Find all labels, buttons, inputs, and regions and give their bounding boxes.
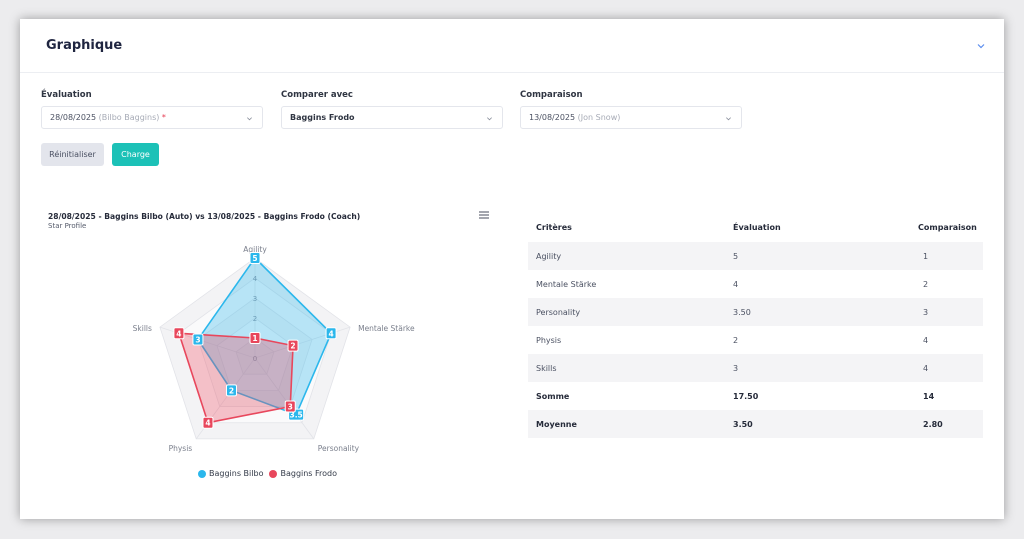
table-row: Physis 2 4 <box>528 326 983 354</box>
table-cell: Moyenne <box>536 420 577 429</box>
series-area <box>177 332 294 424</box>
chart-subtitle: Star Profile <box>48 222 87 230</box>
scale-tick-label: 3 <box>253 295 257 303</box>
criteria-table: Critères Évaluation Comparaison Agility … <box>528 213 983 438</box>
data-label-badge <box>202 416 214 429</box>
card-header: Graphique <box>20 19 1004 73</box>
data-label: 3.5 <box>289 411 302 420</box>
table-sum-row: Somme 17.50 14 <box>528 382 983 410</box>
table-cell: 4 <box>923 364 929 373</box>
table-row: Personality 3.50 3 <box>528 298 983 326</box>
table-cell: 2 <box>733 336 739 345</box>
data-label: 3 <box>195 335 200 344</box>
scale-tick-label: 0 <box>253 355 257 363</box>
table-cell: 1 <box>923 252 929 261</box>
chevron-down-icon <box>726 117 731 121</box>
legend-item-bilbo[interactable]: Baggins Bilbo <box>198 469 263 478</box>
compare-with-select[interactable]: Baggins Frodo <box>281 106 503 129</box>
chevron-down-icon[interactable] <box>976 41 986 51</box>
table-cell: 3.50 <box>733 420 753 429</box>
evaluation-label: Évaluation <box>41 90 92 100</box>
scale-tick-label: 2 <box>253 315 257 323</box>
chart-card: Graphique Évaluation 28/08/2025 (Bilbo B… <box>20 19 1004 519</box>
required-marker: * <box>161 113 166 122</box>
data-label-badge <box>284 400 296 413</box>
axis-label: Mentale Stärke <box>358 324 415 333</box>
table-mean-row: Moyenne 3.50 2.80 <box>528 410 983 438</box>
evaluation-select[interactable]: 28/08/2025 (Bilbo Baggins) * <box>41 106 263 129</box>
legend-marker <box>269 469 278 478</box>
axis-label: Agility <box>243 245 267 254</box>
table-cell: Physis <box>536 336 562 345</box>
table-cell: 3 <box>923 308 929 317</box>
data-label: 4 <box>205 419 210 428</box>
chevron-down-icon <box>247 117 252 121</box>
data-label: 4 <box>176 329 181 338</box>
table-cell: 3 <box>733 364 739 373</box>
evaluation-value: 28/08/2025 (Bilbo Baggins) * <box>50 113 166 122</box>
column-header: Évaluation <box>733 223 781 232</box>
table-cell: 2 <box>923 280 929 289</box>
table-cell: Skills <box>536 364 557 373</box>
data-label: 1 <box>252 334 257 343</box>
comparison-select[interactable]: 13/08/2025 (Jon Snow) <box>520 106 742 129</box>
table-cell: 17.50 <box>733 392 759 401</box>
scale-tick-label: 4 <box>253 275 258 283</box>
table-cell: 4 <box>733 280 739 289</box>
data-label-badge <box>173 327 185 340</box>
data-label: 2 <box>290 342 295 351</box>
data-label-badge <box>225 384 237 397</box>
chart-title: 28/08/2025 - Baggins Bilbo (Auto) vs 13/… <box>48 212 361 221</box>
legend-label: Baggins Bilbo <box>209 469 264 478</box>
chart-legend: Baggins Bilbo Baggins Frodo <box>198 469 337 478</box>
comparison-value: 13/08/2025 (Jon Snow) <box>529 113 620 122</box>
evaluation-person: (Bilbo Baggins) <box>98 113 160 122</box>
data-label-badge <box>325 327 337 340</box>
legend-label: Baggins Frodo <box>280 469 338 478</box>
load-button[interactable]: Charge <box>112 143 159 166</box>
data-label-badge <box>192 333 204 346</box>
data-label-badge <box>249 252 261 264</box>
grid-spoke <box>254 357 315 440</box>
data-label: 3 <box>288 403 293 412</box>
chevron-down-icon <box>487 117 492 121</box>
column-header: Critères <box>536 223 572 232</box>
compare-with-label: Comparer avec <box>281 90 353 100</box>
legend-marker <box>198 469 206 478</box>
data-label: 5 <box>252 254 257 263</box>
table-cell: 3.50 <box>733 308 751 317</box>
column-header: Comparaison <box>918 223 977 232</box>
data-label: 4 <box>328 329 333 338</box>
data-label-badge <box>287 339 299 352</box>
radar-chart: 0 1 2 3 4 Agility Mentale Stärke Personality Phy… <box>133 245 415 453</box>
comparison-date: 13/08/2025 <box>529 113 576 122</box>
compare-with-value: Baggins Frodo <box>290 113 355 122</box>
table-cell: 4 <box>923 336 929 345</box>
table-cell: Agility <box>536 252 562 261</box>
table-cell: 5 <box>733 252 739 261</box>
data-label: 2 <box>229 386 234 395</box>
table-row: Agility 5 1 <box>528 242 983 270</box>
table-row: Skills 3 4 <box>528 354 983 382</box>
axis-label: Physis <box>169 444 193 453</box>
table-cell: Personality <box>536 308 581 317</box>
table-cell: Mentale Stärke <box>536 280 597 289</box>
reset-button[interactable]: Réinitialiser <box>41 143 104 166</box>
table-cell: 14 <box>923 392 935 401</box>
hamburger-menu-icon[interactable] <box>478 210 490 220</box>
table-cell: 2.80 <box>923 420 943 429</box>
legend-item-frodo[interactable]: Baggins Frodo <box>269 469 337 478</box>
data-label-badge <box>249 332 261 344</box>
axis-label: Skills <box>133 324 152 333</box>
table-cell: Somme <box>536 392 570 401</box>
table-header: Critères Évaluation Comparaison <box>528 213 983 242</box>
axis-label: Personality <box>318 444 360 453</box>
comparison-label: Comparaison <box>520 90 583 100</box>
page-title: Graphique <box>46 38 123 53</box>
table-row: Mentale Stärke 4 2 <box>528 270 983 298</box>
evaluation-date: 28/08/2025 <box>50 113 97 122</box>
comparison-person: (Jon Snow) <box>577 113 621 122</box>
series-area <box>196 256 333 416</box>
